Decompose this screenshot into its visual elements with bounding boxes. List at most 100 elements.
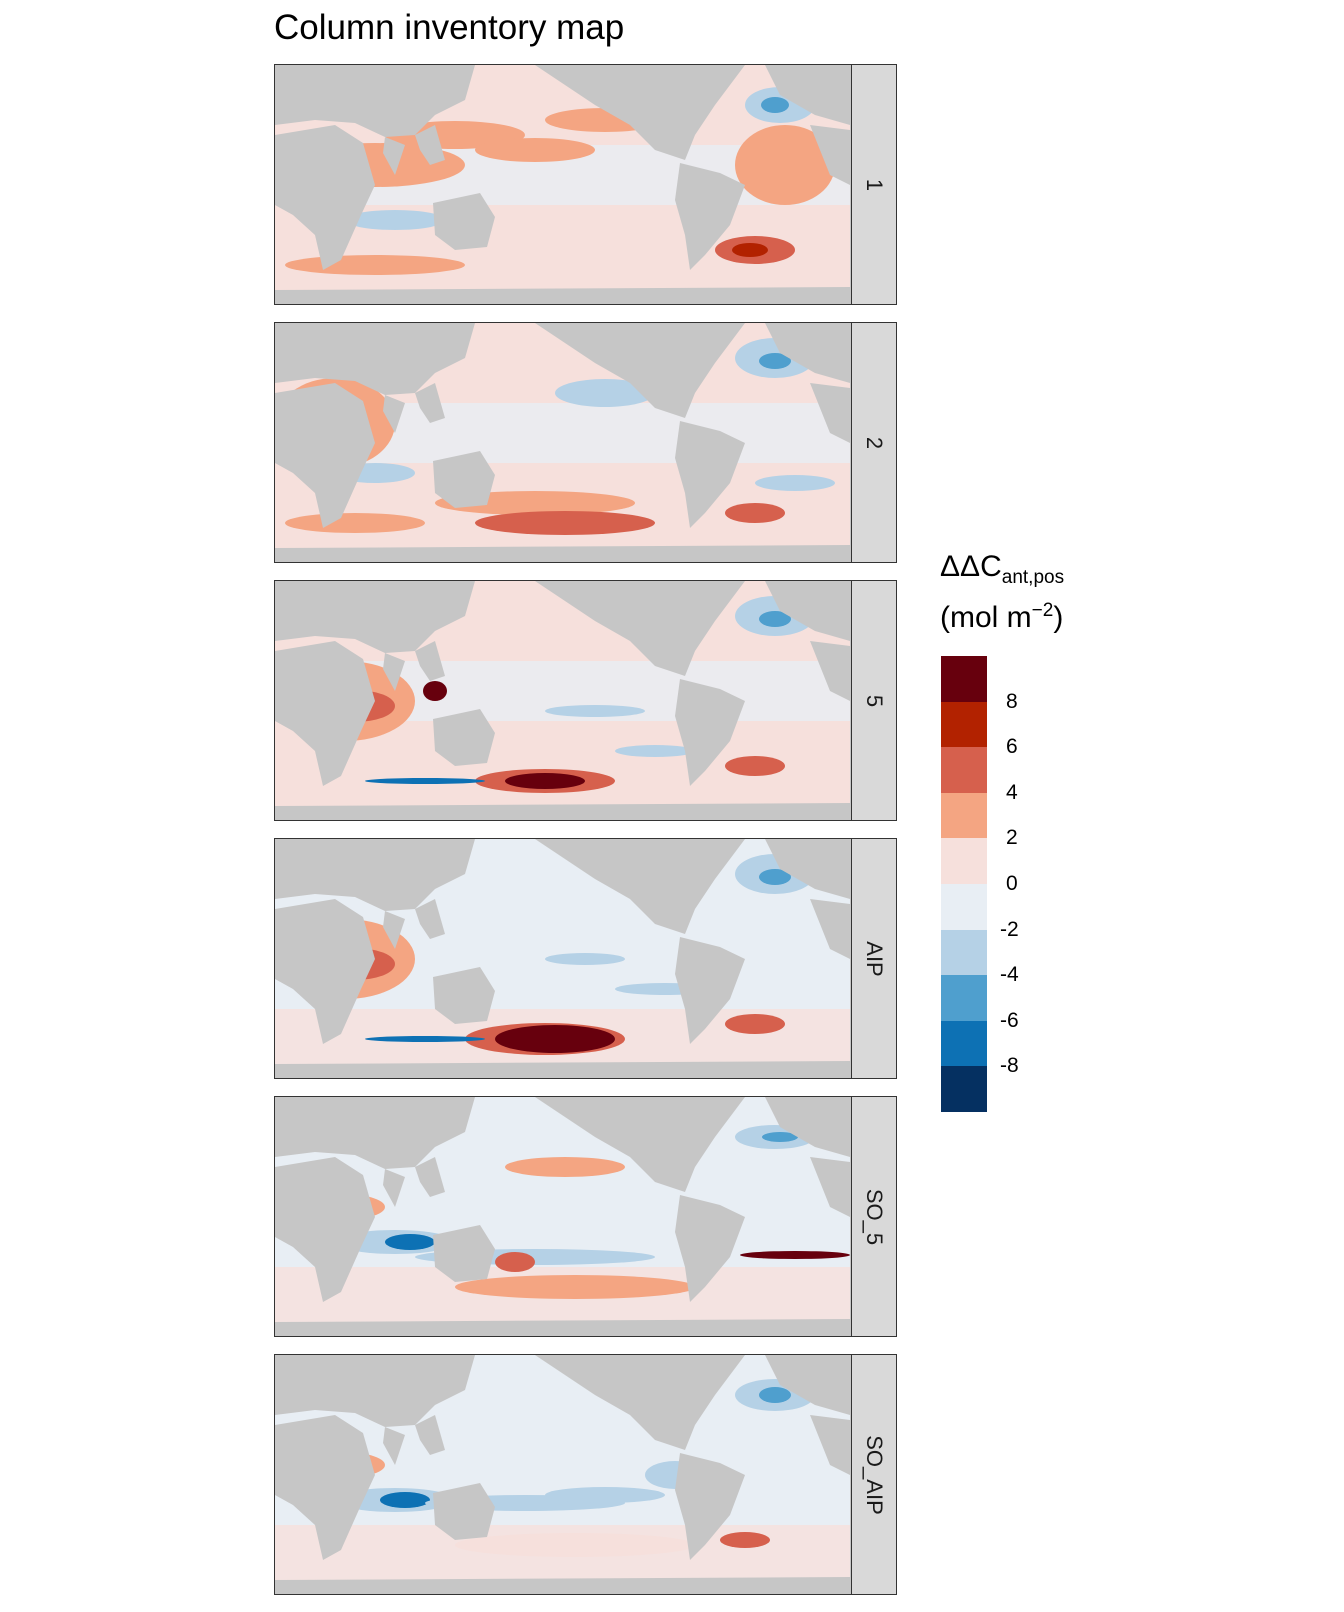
land-mass xyxy=(810,899,850,959)
anomaly-patch xyxy=(455,1275,695,1299)
anomaly-patch xyxy=(761,97,789,113)
land-mass xyxy=(765,839,850,899)
anomaly-patch xyxy=(720,1532,770,1548)
facet-label: 2 xyxy=(862,436,887,449)
land-mass xyxy=(675,937,745,1044)
anomaly-patch xyxy=(759,869,791,885)
land-mass xyxy=(415,1157,445,1197)
land-mass xyxy=(275,803,850,819)
ocean-map xyxy=(275,1097,850,1335)
anomaly-patch xyxy=(735,125,835,205)
legend-tick-label: 2 xyxy=(1006,826,1018,850)
facet-label: SO_AIP xyxy=(862,1434,887,1515)
land-mass xyxy=(535,1355,745,1450)
facet-strip: 2 xyxy=(851,323,896,562)
anomaly-patch xyxy=(425,255,725,275)
anomaly-patch xyxy=(495,1252,535,1272)
anomaly-patch xyxy=(423,681,447,701)
legend-unit-suffix: ) xyxy=(1053,601,1064,634)
land-mass xyxy=(383,1427,405,1465)
anomaly-patch xyxy=(505,1157,625,1177)
anomaly-patch xyxy=(385,1234,435,1250)
anomaly-patch xyxy=(285,255,465,275)
legend-colorbar xyxy=(941,656,987,1112)
anomaly-patch xyxy=(545,953,625,965)
anomaly-patch xyxy=(495,1025,615,1053)
land-mass xyxy=(535,581,745,676)
legend-color-step xyxy=(941,656,987,702)
land-mass xyxy=(275,1577,850,1593)
anomaly-patch xyxy=(762,1132,798,1142)
land-mass xyxy=(765,1355,850,1415)
land-mass xyxy=(433,1483,495,1540)
land-mass xyxy=(415,1415,445,1455)
land-mass xyxy=(675,421,745,528)
land-mass xyxy=(275,641,375,786)
map-panel: 5 xyxy=(274,580,897,821)
anomaly-patch xyxy=(615,745,695,757)
land-mass xyxy=(535,323,745,418)
facet-strip: 5 xyxy=(851,581,896,820)
land-mass xyxy=(275,581,475,653)
land-mass xyxy=(383,911,405,949)
land-mass xyxy=(275,287,850,303)
legend-title-main: ΔΔC xyxy=(940,550,1002,583)
land-mass xyxy=(810,1157,850,1217)
land-mass xyxy=(275,1355,475,1427)
facet-strip: AIP xyxy=(851,839,896,1078)
land-mass xyxy=(415,383,445,423)
anomaly-patch xyxy=(345,210,445,230)
legend-tick-label: 4 xyxy=(1006,780,1018,804)
facet-strip: SO_5 xyxy=(851,1097,896,1336)
land-mass xyxy=(383,1169,405,1207)
anomaly-patch xyxy=(380,1492,430,1508)
anomaly-patch xyxy=(545,1487,665,1503)
facet-label: 1 xyxy=(862,178,887,191)
legend-title: ΔΔCant,pos xyxy=(940,550,1064,589)
land-mass xyxy=(535,839,745,934)
legend-tick-label: -2 xyxy=(1000,917,1019,941)
land-mass xyxy=(810,383,850,443)
land-mass xyxy=(275,383,375,528)
land-mass xyxy=(675,679,745,786)
legend-tick-label: 8 xyxy=(1006,689,1018,713)
legend-color-step xyxy=(941,792,987,839)
land-mass xyxy=(415,899,445,939)
land-mass xyxy=(275,1157,375,1302)
legend-tick-label: 0 xyxy=(1006,872,1018,895)
legend-tick-label: -4 xyxy=(1000,963,1019,987)
anomaly-patch xyxy=(759,611,791,627)
ocean-map xyxy=(275,323,850,561)
legend-tick-label: -6 xyxy=(1000,1008,1019,1032)
anomaly-patch xyxy=(725,756,785,776)
map-panel: 1 xyxy=(274,64,897,305)
anomaly-patch xyxy=(285,513,425,533)
land-mass xyxy=(675,163,745,270)
land-mass xyxy=(275,323,475,395)
page-title: Column inventory map xyxy=(274,8,625,47)
map-panel: 2 xyxy=(274,322,897,563)
legend-color-step xyxy=(941,975,987,1021)
anomaly-patch xyxy=(365,778,485,784)
legend-color-step xyxy=(941,701,987,748)
anomaly-patch xyxy=(365,1036,485,1042)
land-mass xyxy=(765,323,850,383)
land-mass xyxy=(415,641,445,681)
land-mass xyxy=(415,125,445,165)
anomaly-patch xyxy=(475,138,595,162)
facet-label: SO_5 xyxy=(862,1188,887,1245)
anomaly-patch xyxy=(759,353,791,369)
land-mass xyxy=(275,1415,375,1560)
anomaly-patch xyxy=(545,705,645,717)
map-panel: SO_5 xyxy=(274,1096,897,1337)
land-mass xyxy=(383,653,405,691)
legend-color-step xyxy=(941,838,987,884)
anomaly-patch xyxy=(505,773,585,789)
anomaly-patch xyxy=(725,503,785,523)
legend-title-sub: ant,pos xyxy=(1001,567,1065,588)
land-mass xyxy=(275,125,375,270)
facet-strip: SO_AIP xyxy=(851,1355,896,1594)
anomaly-patch xyxy=(725,1014,785,1034)
land-mass xyxy=(675,1453,745,1560)
anomaly-patch xyxy=(455,1533,695,1557)
